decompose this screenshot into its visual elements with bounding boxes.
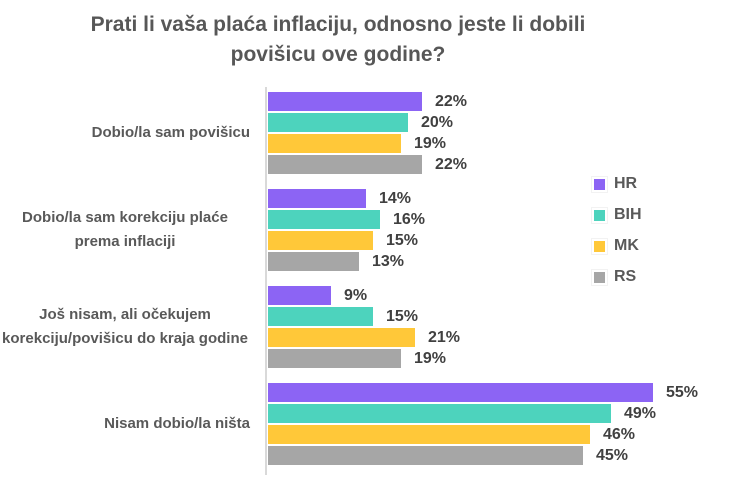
bar-row: 19% xyxy=(268,134,688,153)
chart-title-line-1: Prati li vaša plaća inflaciju, odnosno j… xyxy=(90,13,586,36)
category-label: Još nisam, ali očekujem korekciju/poviši… xyxy=(2,306,248,347)
bar-mk xyxy=(268,328,415,347)
value-label: 19% xyxy=(414,134,447,152)
bar-series-stack: 55% 49% 46% 45% xyxy=(268,383,698,465)
value-label: 13% xyxy=(372,252,405,270)
category-label: Dobio/la sam povišicu xyxy=(91,124,250,141)
bar-rs xyxy=(268,252,359,271)
bar-group: Nisam dobio/la ništa 55% 49% 46% 45% xyxy=(0,383,698,465)
category-axis-line xyxy=(265,87,267,475)
category-label: Dobio/la sam korekciju plaće prema infla… xyxy=(22,209,228,250)
bar-row: 20% xyxy=(268,113,688,132)
legend-swatch-mk xyxy=(592,238,607,254)
bar-hr xyxy=(268,189,366,208)
legend-swatch-hr xyxy=(592,176,607,192)
bar-mk xyxy=(268,134,401,153)
legend-item-bih: BIH xyxy=(592,206,642,224)
value-label: 55% xyxy=(666,383,699,401)
bar-row: 46% xyxy=(268,425,688,444)
value-label: 9% xyxy=(344,286,368,304)
value-label: 15% xyxy=(386,307,419,325)
bar-row: 13% xyxy=(268,252,688,271)
bar-rs xyxy=(268,349,401,368)
legend-label: BIH xyxy=(614,206,642,223)
bar-hr xyxy=(268,383,653,402)
bar-rs xyxy=(268,446,583,465)
bar-row: 15% xyxy=(268,231,688,250)
bar-group: Još nisam, ali očekujem korekciju/poviši… xyxy=(0,286,688,368)
bar-row: 15% xyxy=(268,307,688,326)
bar-bih xyxy=(268,113,408,132)
legend-item-mk: MK xyxy=(592,237,642,255)
bar-row: 21% xyxy=(268,328,688,347)
bar-series-stack: 14% 16% 15% 13% xyxy=(268,189,688,271)
value-label: 15% xyxy=(386,231,419,249)
value-label: 22% xyxy=(435,92,468,110)
value-label: 19% xyxy=(414,349,447,367)
value-label: 45% xyxy=(596,446,629,464)
bar-row: 49% xyxy=(268,404,688,423)
bar-series-stack: 22% 20% 19% 22% xyxy=(268,92,688,174)
bar-row: 22% xyxy=(268,92,688,111)
bar-bih xyxy=(268,307,373,326)
value-label: 20% xyxy=(420,113,454,131)
chart-title-line-2: povišicu ove godine? xyxy=(230,42,446,66)
bar-mk xyxy=(268,425,590,444)
bar-mk xyxy=(268,231,373,250)
bar-row: 55% xyxy=(268,383,698,402)
value-label: 16% xyxy=(393,210,426,228)
bar-series-stack: 9% 15% 21% 19% xyxy=(268,286,688,368)
bar-row: 9% xyxy=(268,286,688,305)
bar-rs xyxy=(268,155,422,174)
category-label: Nisam dobio/la ništa xyxy=(104,415,250,432)
legend-item-rs: RS xyxy=(592,268,642,286)
value-label: 22% xyxy=(435,155,468,173)
legend-item-hr: HR xyxy=(592,175,642,193)
bar-row: 45% xyxy=(268,446,688,465)
value-label: 21% xyxy=(428,328,461,346)
legend-label: RS xyxy=(614,268,637,285)
bar-row: 14% xyxy=(268,189,688,208)
bar-hr xyxy=(268,286,331,305)
legend: HR BIH MK RS xyxy=(592,175,642,286)
bar-bih xyxy=(268,210,380,229)
legend-swatch-rs xyxy=(592,269,607,285)
bar-bih xyxy=(268,404,611,423)
bar-group: Dobio/la sam povišicu 22% 20% 19% 22% xyxy=(0,92,688,174)
value-label: 49% xyxy=(624,404,657,422)
legend-label: MK xyxy=(614,237,639,254)
legend-label: HR xyxy=(614,175,638,192)
bar-groups: Dobio/la sam povišicu 22% 20% 19% 22% Dobio/l… xyxy=(0,92,698,479)
bar-hr xyxy=(268,92,422,111)
chart-title: Prati li vaša plaća inflaciju, odnosno j… xyxy=(0,10,676,70)
legend-swatch-bih xyxy=(592,207,607,223)
value-label: 46% xyxy=(602,425,636,443)
bar-group: Dobio/la sam korekciju plaće prema infla… xyxy=(0,189,688,271)
bar-row: 22% xyxy=(268,155,688,174)
bar-row: 16% xyxy=(268,210,688,229)
bar-row: 19% xyxy=(268,349,688,368)
value-label: 14% xyxy=(379,189,412,207)
